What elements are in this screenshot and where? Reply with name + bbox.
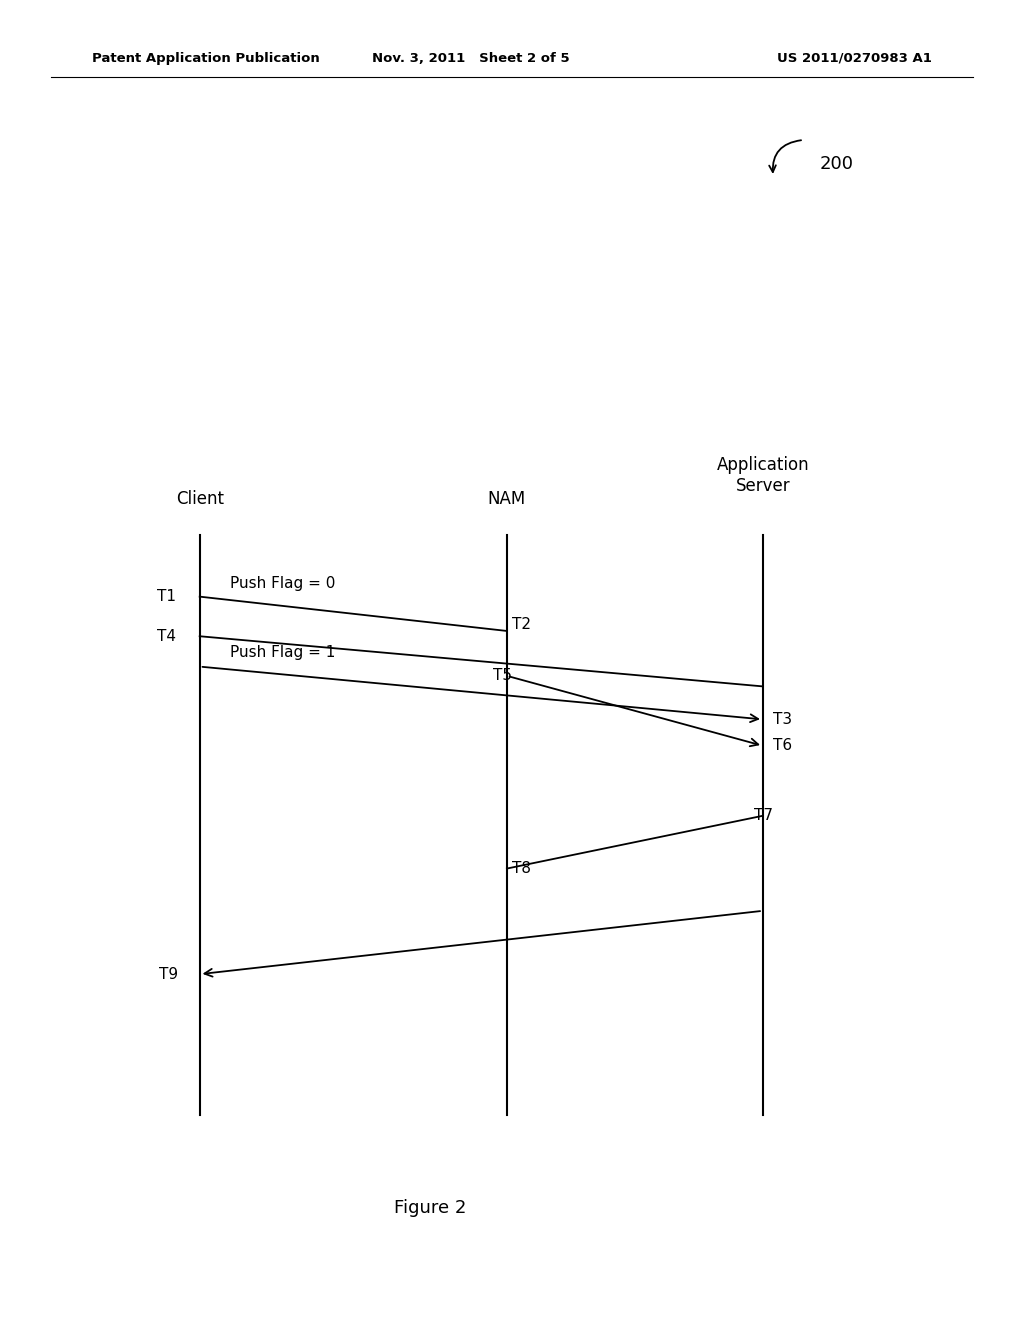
Text: T6: T6 [773,738,793,754]
Text: T4: T4 [157,628,176,644]
Text: T1: T1 [157,589,176,605]
FancyArrowPatch shape [769,140,801,172]
Text: Client: Client [176,490,223,508]
Text: Figure 2: Figure 2 [394,1199,466,1217]
Text: T2: T2 [512,616,531,632]
Text: T7: T7 [754,808,773,824]
Text: T3: T3 [773,711,793,727]
Text: T8: T8 [512,861,531,876]
Text: T9: T9 [159,966,178,982]
Text: Push Flag = 1: Push Flag = 1 [230,645,336,660]
Text: NAM: NAM [487,490,526,508]
Text: Patent Application Publication: Patent Application Publication [92,51,319,65]
Text: Application
Server: Application Server [717,457,809,495]
Text: T5: T5 [493,668,512,684]
Text: Nov. 3, 2011   Sheet 2 of 5: Nov. 3, 2011 Sheet 2 of 5 [373,51,569,65]
Text: US 2011/0270983 A1: US 2011/0270983 A1 [777,51,932,65]
Text: 200: 200 [819,154,853,173]
Text: Push Flag = 0: Push Flag = 0 [230,577,336,591]
